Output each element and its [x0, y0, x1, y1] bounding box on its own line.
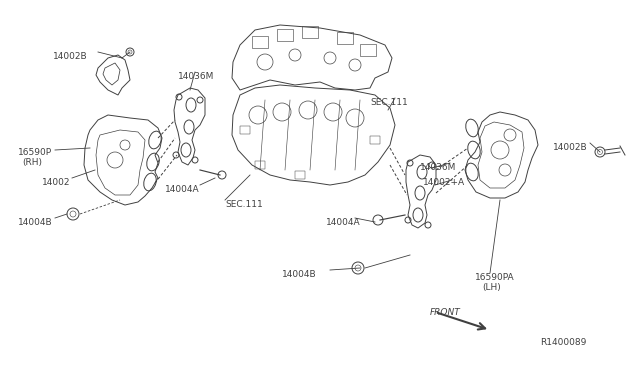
Text: 14004B: 14004B [282, 270, 317, 279]
Text: 16590PA: 16590PA [475, 273, 515, 282]
Text: R1400089: R1400089 [540, 338, 586, 347]
Text: 14002B: 14002B [53, 52, 88, 61]
Text: SEC.111: SEC.111 [370, 98, 408, 107]
Text: 14004A: 14004A [326, 218, 360, 227]
Text: 14002B: 14002B [553, 143, 588, 152]
Text: 14004B: 14004B [18, 218, 52, 227]
Text: 14002: 14002 [42, 178, 70, 187]
Text: (LH): (LH) [482, 283, 500, 292]
Text: FRONT: FRONT [430, 308, 461, 317]
Text: 14004A: 14004A [165, 185, 200, 194]
Text: 14036M: 14036M [420, 163, 456, 172]
Text: 14002+A: 14002+A [423, 178, 465, 187]
Text: 14036M: 14036M [178, 72, 214, 81]
Text: (RH): (RH) [22, 158, 42, 167]
Text: 16590P: 16590P [18, 148, 52, 157]
Text: SEC.111: SEC.111 [225, 200, 263, 209]
